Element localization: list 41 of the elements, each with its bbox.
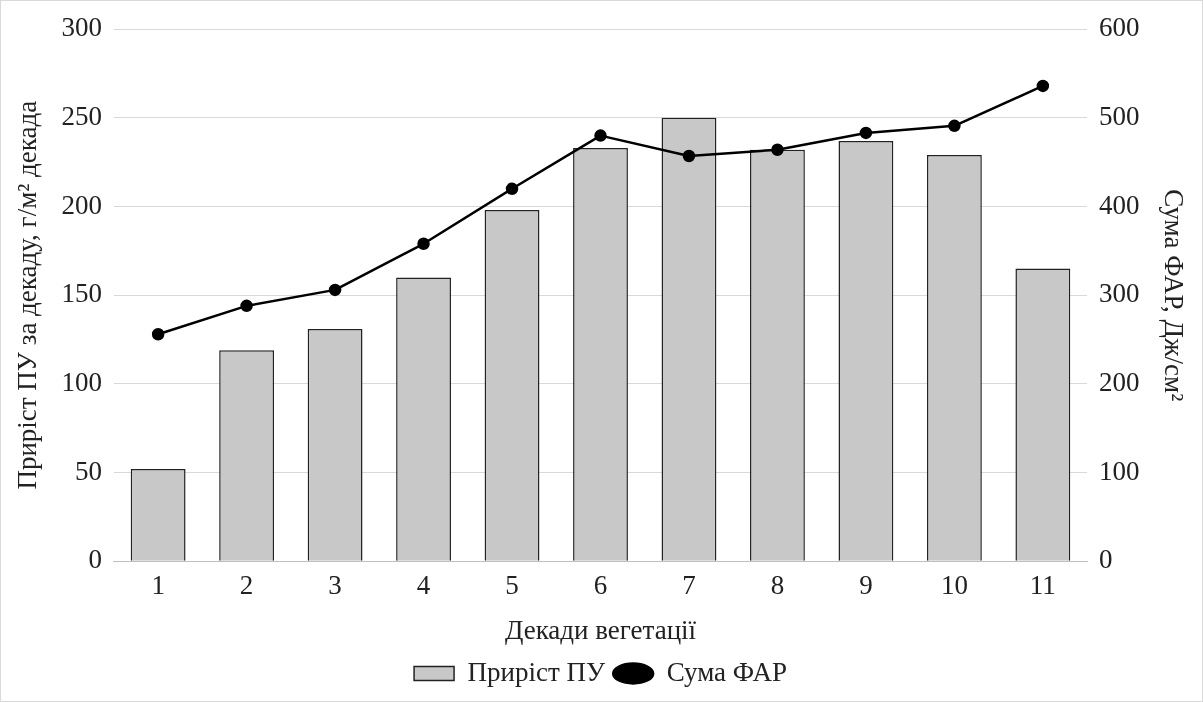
x-tick-label: 6 — [593, 570, 608, 601]
y2-tick-label: 200 — [1099, 366, 1140, 397]
y2-tick-label: 600 — [1099, 12, 1140, 43]
x-tick-label: 3 — [328, 570, 342, 601]
y-tick-label: 150 — [61, 278, 102, 309]
point — [505, 182, 519, 196]
x-tick-label: 4 — [416, 570, 431, 601]
point — [240, 299, 253, 313]
x-axis-title: Декади вегетації — [504, 614, 697, 645]
point — [1036, 79, 1050, 93]
point — [682, 149, 696, 163]
y2-tick-label: 400 — [1099, 189, 1140, 220]
point — [328, 283, 342, 297]
point — [948, 119, 961, 133]
y-tick-label: 200 — [61, 189, 102, 220]
y2-tick-label: 0 — [1099, 544, 1113, 575]
x-tick-label: 9 — [859, 570, 873, 601]
y-tick-label: 250 — [61, 100, 102, 131]
legend-label: Сума ФАР — [666, 656, 787, 687]
y2-tick-label: 300 — [1099, 278, 1140, 309]
y-tick-label: 100 — [61, 366, 102, 397]
point — [771, 143, 784, 157]
y-axis-title: Приріст ПУ за декаду, г/м² декада — [12, 100, 43, 490]
y-tick-label: 300 — [61, 12, 102, 43]
x-tick-label: 8 — [770, 570, 785, 601]
legend-label: Приріст ПУ — [467, 656, 607, 687]
point — [594, 129, 607, 142]
y-tick-label: 50 — [74, 455, 102, 486]
y2-axis-title: Сума ФАР, Дж/см² — [1158, 189, 1189, 402]
y2-tick-label: 100 — [1099, 455, 1140, 486]
point — [417, 237, 430, 251]
x-tick-label: 1 — [151, 570, 165, 601]
x-tick-label: 5 — [505, 570, 519, 601]
x-tick-label: 10 — [940, 570, 968, 601]
y-tick-label: 0 — [88, 544, 102, 575]
point — [859, 126, 873, 140]
y2-tick-label: 500 — [1099, 100, 1140, 131]
point — [151, 327, 165, 341]
x-tick-label: 2 — [239, 570, 254, 601]
x-tick-label: 7 — [682, 570, 696, 601]
x-tick-label: 11 — [1029, 570, 1056, 601]
